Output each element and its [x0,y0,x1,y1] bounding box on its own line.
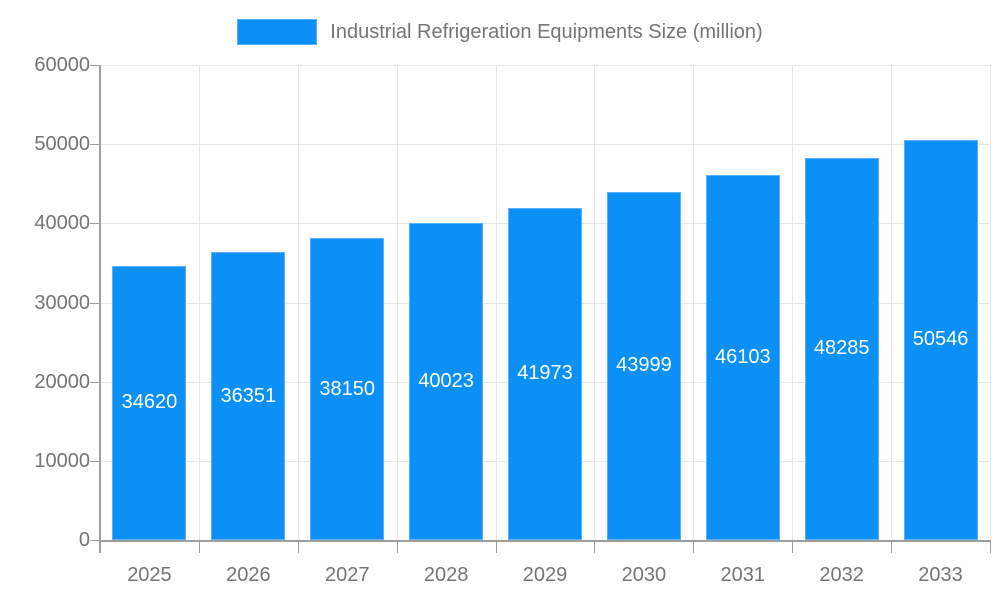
x-tick-mark [891,540,893,553]
bar[interactable]: 48285 [804,157,879,540]
x-gridline [990,65,991,540]
y-tick-label: 10000 [34,449,90,472]
x-tick-mark [100,540,101,553]
y-tick-mark [90,223,100,225]
legend-swatch-icon [237,19,318,45]
y-tick-mark [90,460,100,462]
bar-value-label: 43999 [616,354,672,377]
y-axis-line [99,65,101,553]
x-tick-label: 2032 [819,564,864,586]
bar[interactable]: 34620 [112,265,187,540]
y-tick-mark [90,302,100,304]
y-tick-label: 40000 [34,212,90,235]
x-gridline [891,65,893,540]
x-tick-mark [495,540,497,553]
bar[interactable]: 43999 [606,191,681,540]
bar[interactable]: 50546 [903,139,978,540]
y-tick-mark [90,144,100,146]
y-tick-label: 50000 [34,133,90,156]
x-gridline [297,65,299,540]
legend: Industrial Refrigeration Equipments Size… [0,16,1000,48]
x-tick-mark [396,540,398,553]
x-gridline [396,65,398,540]
x-tick-label: 2026 [226,564,271,586]
bar-value-label: 38150 [319,377,375,400]
bar-value-label: 40023 [418,370,474,393]
bar-value-label: 41973 [517,362,573,385]
bar-value-label: 46103 [714,346,771,368]
bar[interactable]: 41973 [508,207,582,540]
bar[interactable]: 38150 [310,238,385,540]
x-tick-mark [792,540,794,553]
legend-label: Industrial Refrigeration Equipments Size… [330,20,763,43]
x-tick-label: 2027 [324,564,370,586]
bar-value-label: 36351 [220,384,277,407]
y-tick-mark [90,65,100,66]
x-axis-line [100,540,990,542]
x-tick-label: 2025 [127,564,172,586]
y-tick-mark [90,540,100,541]
y-tick-label: 0 [78,529,90,551]
y-tick-mark [90,381,100,383]
bar-value-label: 34620 [121,391,178,414]
bar-value-label: 50546 [912,328,969,351]
x-tick-label: 2033 [918,564,963,586]
legend-item[interactable]: Industrial Refrigeration Equipments Size… [237,19,763,45]
x-gridline [594,65,596,540]
x-tick-label: 2030 [621,564,667,586]
y-tick-label: 20000 [34,370,90,393]
x-tick-label: 2031 [720,564,765,586]
x-gridline [693,65,695,540]
x-tick-mark [297,540,299,553]
bar[interactable]: 46103 [705,175,780,540]
y-gridline [100,65,990,66]
bar-value-label: 48285 [813,337,870,360]
y-tick-label: 30000 [34,291,90,314]
x-gridline [792,65,794,540]
x-tick-label: 2029 [522,564,568,586]
bar[interactable]: 36351 [211,252,286,540]
x-tick-mark [198,540,200,553]
y-gridline [100,144,990,146]
bar[interactable]: 40023 [409,223,484,540]
x-gridline [198,65,200,540]
x-tick-mark [594,540,596,553]
x-gridline [495,65,497,540]
x-tick-mark [990,540,991,553]
y-tick-label: 60000 [34,54,90,76]
x-tick-label: 2028 [423,564,469,586]
x-tick-mark [693,540,695,553]
